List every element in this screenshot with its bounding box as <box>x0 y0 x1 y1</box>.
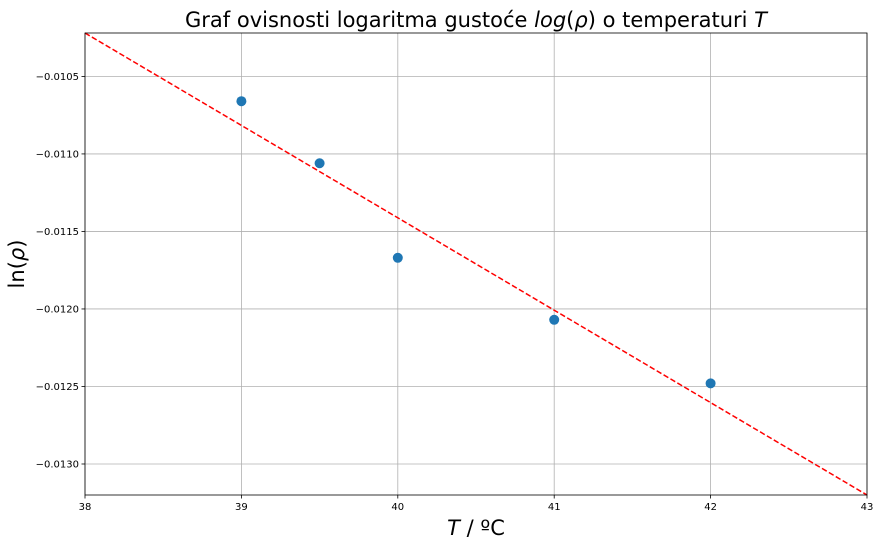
y-tick-label: −0.0120 <box>36 304 79 315</box>
data-point <box>236 96 247 107</box>
y-tick-label: −0.0110 <box>36 149 79 160</box>
x-tick-label: 38 <box>79 502 92 513</box>
y-axis-label: ln(ρ) <box>5 240 29 289</box>
fit-line <box>84 32 868 496</box>
fit-line-layer <box>84 32 868 496</box>
data-point <box>705 378 716 389</box>
chart-title: Graf ovisnosti logaritma gustoće log(ρ) … <box>185 8 769 32</box>
y-tick-label: −0.0105 <box>36 72 79 83</box>
data-point <box>392 252 403 263</box>
data-point <box>314 158 325 169</box>
x-tick-label: 43 <box>861 502 874 513</box>
data-point <box>549 314 560 325</box>
x-tick-label: 41 <box>548 502 561 513</box>
grid <box>84 33 868 495</box>
y-tick-label: −0.0130 <box>36 459 79 470</box>
y-tick-label: −0.0115 <box>36 227 79 238</box>
y-axis-ticks: −0.0105 −0.0110 −0.0115 −0.0120 −0.0125 −0.01… <box>36 72 85 470</box>
x-axis-label: T / ºC <box>447 516 505 540</box>
x-tick-label: 39 <box>235 502 248 513</box>
x-tick-label: 42 <box>704 502 717 513</box>
plot-frame <box>84 32 868 496</box>
x-axis-ticks: 38 39 40 41 42 43 <box>79 495 874 513</box>
x-tick-label: 40 <box>391 502 404 513</box>
data-points <box>236 96 716 389</box>
y-tick-label: −0.0125 <box>36 382 79 393</box>
